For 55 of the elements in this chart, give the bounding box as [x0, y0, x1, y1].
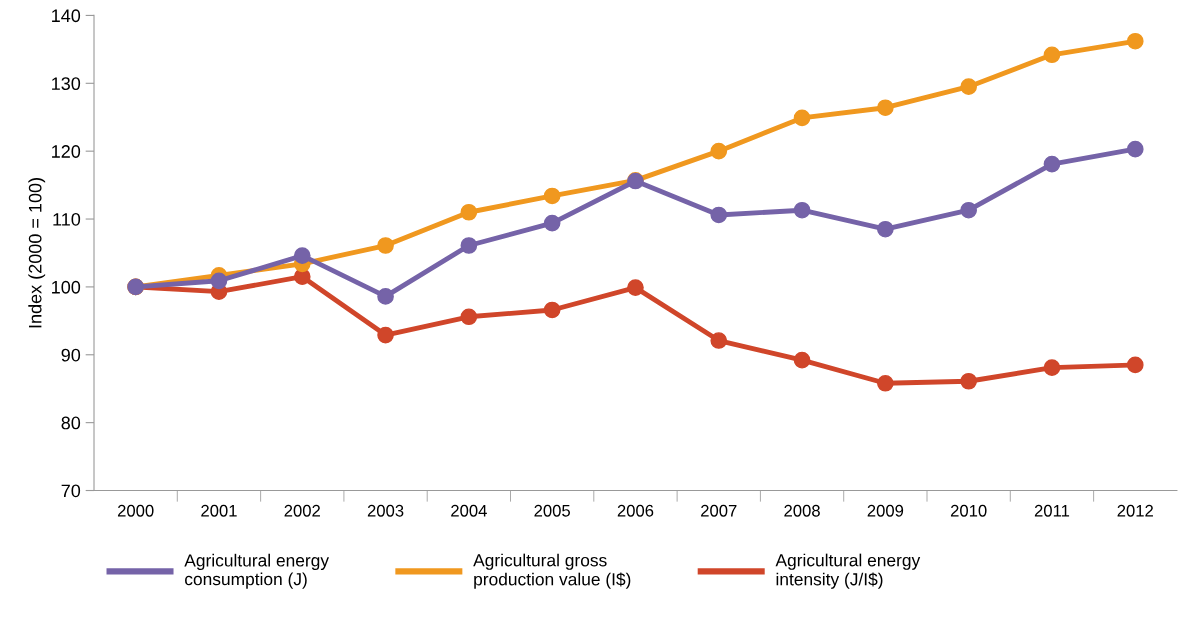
point: [1043, 155, 1061, 173]
x-tick-label: 2011: [1034, 504, 1070, 517]
point: [543, 187, 561, 205]
point: [793, 351, 811, 369]
point: [460, 308, 478, 326]
legend-label: Agricultural energy intensity (J/I$): [775, 553, 921, 589]
point: [877, 374, 894, 392]
x-tick-label: 2010: [950, 504, 987, 517]
x-tick-label: 2004: [451, 504, 487, 517]
point: [877, 99, 894, 117]
point: [1126, 356, 1144, 374]
y-axis-title: Index (2000 = 100): [28, 178, 46, 328]
point: [877, 220, 894, 238]
legend-label: Agricultural energy consumption (J): [184, 553, 329, 589]
point: [710, 332, 728, 349]
point: [1043, 359, 1061, 377]
y-tick-label: 90: [61, 348, 81, 362]
point: [960, 372, 977, 390]
point: [960, 78, 977, 96]
point: [210, 272, 228, 290]
point: [1126, 140, 1144, 158]
y-tick-label: 140: [52, 9, 81, 23]
point: [460, 203, 478, 221]
point: [793, 109, 811, 127]
point: [960, 201, 977, 219]
point: [710, 206, 728, 224]
point: [293, 247, 311, 265]
y-tick-label: 120: [52, 145, 81, 158]
x-tick-label: 2006: [617, 504, 654, 517]
x-tick-label: 2012: [1117, 504, 1153, 517]
y-tick-label: 70: [61, 484, 81, 498]
legend-label: Agricultural gross production value (I$): [473, 553, 631, 589]
y-tick-label: 100: [52, 280, 81, 294]
point: [710, 142, 728, 160]
point: [460, 237, 478, 254]
y-tick-label: 130: [52, 77, 81, 91]
point: [1126, 32, 1144, 50]
y-tick-label: 110: [53, 212, 81, 226]
point: [377, 237, 394, 254]
point: [1043, 46, 1061, 64]
point: [377, 326, 394, 344]
point: [543, 214, 561, 232]
x-tick-label: 2008: [784, 504, 820, 517]
x-tick-label: 2002: [284, 504, 320, 517]
x-tick-label: 2005: [534, 504, 570, 517]
x-tick-label: 2000: [117, 504, 154, 517]
x-tick-label: 2001: [201, 504, 237, 517]
y-tick-label: 80: [61, 416, 81, 430]
x-tick-label: 2009: [867, 504, 904, 517]
point: [377, 288, 394, 305]
point: [793, 201, 811, 219]
point: [543, 301, 561, 319]
point: [627, 279, 644, 296]
x-tick-label: 2007: [701, 504, 737, 517]
x-tick-label: 2003: [367, 504, 404, 517]
